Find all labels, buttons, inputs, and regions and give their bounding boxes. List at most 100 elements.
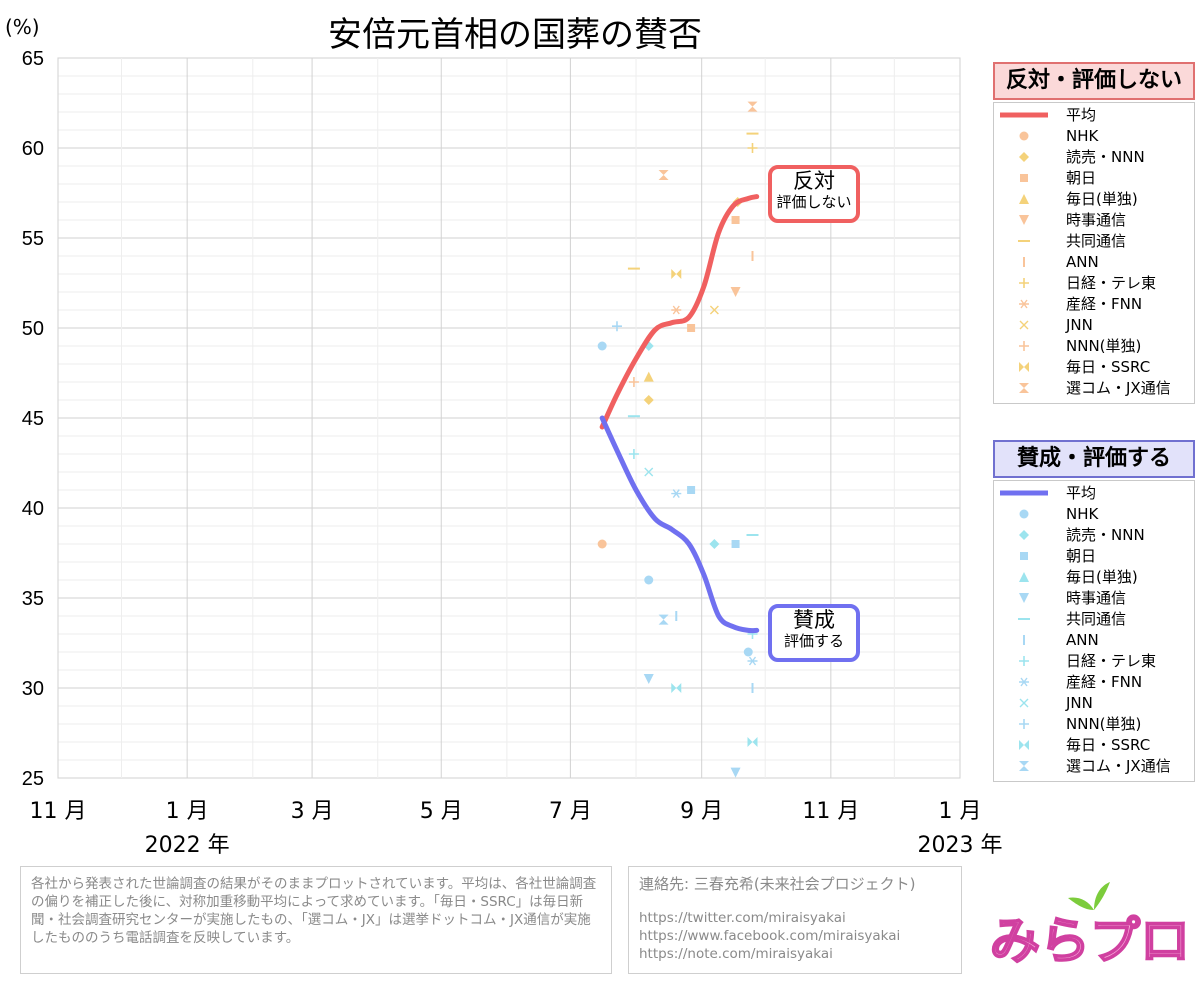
legend-marker-icon [1018, 240, 1030, 242]
poll-marker-support [687, 486, 696, 494]
poll-marker-support [643, 674, 654, 684]
contact-link-facebook[interactable]: https://www.facebook.com/miraisyakai [639, 928, 901, 944]
logo-text: みらプロ [990, 912, 1190, 970]
legend-support: 平均 NHK 読売・NNN 朝日 毎日(単独) 時事通信 共同通信 ANN 日経・テレ東 産経・F… [993, 480, 1195, 782]
legend-item-label: 時事通信 [1066, 589, 1127, 607]
x-tick-label: 7 月 [549, 799, 592, 824]
legend-marker-icon [1019, 530, 1029, 540]
y-tick-label: 60 [22, 138, 44, 160]
poll-marker-support [611, 321, 622, 332]
poll-marker-oppose [747, 101, 758, 112]
legend-marker-swatch [1019, 572, 1029, 582]
contact-link-twitter[interactable]: https://twitter.com/miraisyakai [639, 910, 846, 926]
contact-note: 連絡先: 三春充希(未来社会プロジェクト) https://twitter.co… [628, 866, 962, 974]
poll-marker-support [628, 449, 639, 459]
callout-oppose-small: 評価しない [776, 193, 852, 211]
poll-marker-oppose [747, 143, 758, 153]
poll-marker-support [709, 539, 720, 549]
poll-marker-support [671, 489, 682, 499]
x-tick-label: 11 月 [30, 799, 87, 824]
contact-link-note[interactable]: https://note.com/miraisyakai [639, 946, 833, 962]
legend-marker-icon [1019, 740, 1029, 750]
legend-marker-swatch [1019, 320, 1029, 330]
legend-marker-icon [1023, 635, 1025, 645]
legend-marker-swatch [1019, 362, 1029, 372]
y-tick-label: 35 [22, 588, 44, 610]
legend-marker-swatch [1019, 299, 1029, 309]
legend-marker-swatch [1019, 131, 1029, 141]
method-note: 各社から発表された世論調査の結果がそのままプロットされています。平均は、各社世論… [20, 866, 612, 974]
legend-marker-swatch [1019, 719, 1029, 729]
x-tick-label: 1 月 [939, 799, 982, 824]
legend-item-label: 平均 [1066, 106, 1097, 124]
legend-marker-swatch [1019, 656, 1029, 666]
legend-marker-icon [1019, 383, 1029, 393]
poll-marker-oppose [628, 377, 639, 387]
legend-marker-icon [1019, 677, 1029, 687]
legend-item-label: 選コム・JX通信 [1066, 757, 1171, 775]
x-tick-label: 11 月 [802, 799, 859, 824]
poll-marker-support [658, 614, 669, 625]
legend-support-title: 賛成・評価する [993, 440, 1195, 478]
poll-marker-oppose [730, 287, 741, 297]
legend-marker-icon [1019, 656, 1029, 666]
legend-item-label: 朝日 [1066, 169, 1097, 187]
legend-line-icon [1000, 112, 1048, 118]
avg-line-oppose [599, 194, 760, 430]
legend-marker-icon [1019, 131, 1029, 141]
legend-marker-icon [1023, 257, 1025, 267]
y-tick-label: 25 [22, 768, 44, 790]
poll-marker-support [747, 737, 758, 747]
legend-line-icon [1000, 490, 1048, 496]
legend-item-label: NNN(単独) [1066, 715, 1142, 733]
legend-marker-icon [1019, 152, 1029, 162]
y-tick-label: 55 [22, 228, 44, 250]
x-year-label: 2023 年 [918, 833, 1003, 858]
y-tick-label: 45 [22, 408, 44, 430]
x-tick-label: 1 月 [166, 799, 209, 824]
poll-marker-oppose [643, 371, 654, 382]
legend-marker-swatch [1019, 215, 1029, 225]
x-tick-label: 9 月 [680, 799, 723, 824]
x-tick-label: 5 月 [420, 799, 463, 824]
poll-marker-oppose [643, 395, 654, 405]
legend-item-label: 日経・テレ東 [1066, 652, 1157, 670]
legend-marker-swatch [1019, 530, 1029, 540]
poll-marker-oppose [671, 269, 682, 279]
poll-marker-support [747, 656, 758, 666]
legend-item-label: 共同通信 [1066, 610, 1127, 628]
legend-marker-swatch [1019, 383, 1029, 393]
poll-marker-support [644, 575, 654, 585]
sprout-icon [1068, 882, 1110, 910]
callout-oppose-big: 反対 [793, 169, 835, 193]
logo: みらプロ [990, 882, 1191, 971]
y-tick-label: 65 [22, 48, 44, 70]
legend-item-label: 毎日(単独) [1066, 568, 1138, 586]
legend-item-label: 読売・NNN [1066, 148, 1145, 166]
poll-marker-oppose [671, 305, 682, 315]
poll-marker-oppose [731, 216, 740, 224]
legend-marker-swatch [1019, 740, 1029, 750]
poll-marker-support [731, 540, 740, 548]
legend-marker-icon [1020, 552, 1028, 560]
poll-marker-support [644, 467, 654, 477]
legend-marker-swatch [1020, 174, 1028, 182]
legend-item-label: ANN [1066, 253, 1099, 271]
legend-marker-icon [1019, 572, 1029, 582]
legend-item-label: 産経・FNN [1066, 295, 1143, 313]
legend-oppose-title: 反対・評価しない [993, 62, 1195, 100]
legend-item-label: 共同通信 [1066, 232, 1127, 250]
poll-marker-oppose [658, 170, 669, 180]
legend-item-label: NHK [1066, 505, 1099, 523]
y-tick-label: 30 [22, 678, 44, 700]
poll-marker-oppose [597, 539, 607, 549]
legend-item-label: 選コム・JX通信 [1066, 379, 1171, 397]
legend-marker-swatch [1019, 593, 1029, 603]
method-note-text: 各社から発表された世論調査の結果がそのままプロットされています。平均は、各社世論… [31, 876, 597, 946]
legend-marker-icon [1019, 593, 1029, 603]
legend-item-label: NHK [1066, 127, 1099, 145]
legend-marker-icon [1019, 719, 1029, 729]
legend-marker-icon [1019, 341, 1029, 351]
legend-item-label: 読売・NNN [1066, 526, 1145, 544]
legend-item-label: ANN [1066, 631, 1099, 649]
